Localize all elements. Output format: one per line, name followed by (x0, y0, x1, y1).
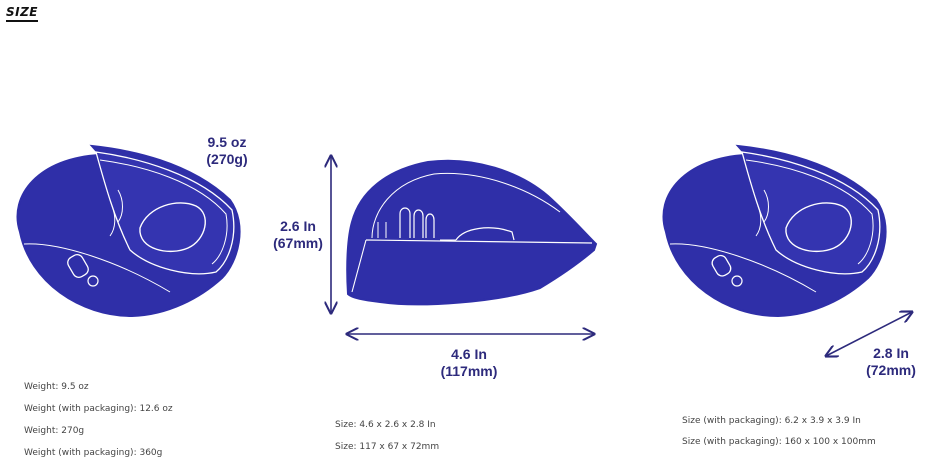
spec-weight-g: Weight: 270g (24, 426, 85, 436)
depth-in: 2.8 In (873, 345, 909, 361)
spec-size-mm: Size: 117 x 67 x 72mm (335, 442, 440, 452)
spec-pack-size-in: Size (with packaging): 6.2 x 3.9 x 3.9 I… (682, 416, 861, 426)
section-title: SIZE (6, 5, 39, 22)
height-in: 2.6 In (280, 218, 316, 234)
spec-weight-pack-g: Weight (with packaging): 360g (24, 448, 163, 458)
weight-oz: 9.5 oz (207, 134, 247, 150)
height-label: 2.6 In (67mm) (268, 218, 328, 252)
spec-weight-pack-oz: Weight (with packaging): 12.6 oz (24, 404, 173, 414)
weight-label: 9.5 oz (270g) (197, 134, 257, 168)
product-view-left (16, 144, 241, 318)
length-in: 4.6 In (451, 346, 487, 362)
height-mm: (67mm) (273, 235, 323, 251)
spec-size-in: Size: 4.6 x 2.6 x 2.8 In (335, 420, 436, 430)
depth-mm: (72mm) (866, 362, 916, 378)
product-view-center (346, 159, 598, 306)
length-label: 4.6 In (117mm) (430, 346, 508, 380)
depth-arrow (826, 312, 912, 356)
spec-pack-size-mm: Size (with packaging): 160 x 100 x 100mm (682, 437, 876, 447)
product-view-right (662, 144, 887, 318)
weight-g: (270g) (206, 151, 248, 167)
depth-label: 2.8 In (72mm) (858, 345, 924, 379)
spec-weight-oz: Weight: 9.5 oz (24, 382, 89, 392)
length-mm: (117mm) (440, 363, 498, 379)
